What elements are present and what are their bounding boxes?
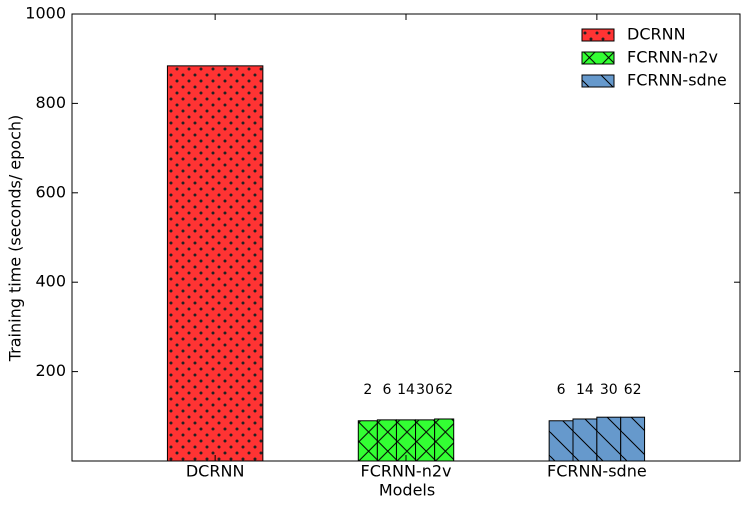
bar-hatch — [596, 417, 621, 461]
bar-hatch — [549, 420, 573, 461]
x-tick-label: DCRNN — [186, 462, 245, 481]
sub-label: 62 — [624, 382, 642, 398]
bar-hatch — [434, 418, 454, 461]
legend-hatch — [582, 52, 614, 64]
x-tick-label: FCRNN-n2v — [361, 462, 452, 481]
sub-label: 62 — [435, 382, 453, 398]
y-tick-label: 600 — [35, 182, 66, 201]
sub-label: 30 — [416, 382, 434, 398]
x-axis-label: Models — [379, 481, 435, 500]
bar-hatch — [167, 65, 263, 462]
sub-label: 6 — [382, 382, 391, 398]
legend-label: FCRNN-n2v — [627, 48, 718, 67]
bar-hatch — [358, 420, 378, 461]
legend-label: DCRNN — [627, 25, 686, 44]
bar-hatch — [415, 419, 435, 461]
bar-hatch — [396, 419, 416, 461]
y-tick-label: 1000 — [25, 4, 66, 23]
y-tick-label: 400 — [35, 272, 66, 291]
sub-label: 2 — [363, 382, 372, 398]
plot-frame — [71, 13, 741, 462]
bar-hatch — [377, 419, 397, 461]
y-tick-label: 800 — [35, 93, 66, 112]
sub-label: 14 — [576, 382, 594, 398]
legend-hatch — [582, 75, 614, 87]
bar-hatch — [573, 418, 597, 461]
y-tick-label: 200 — [35, 361, 66, 380]
sub-label: 6 — [557, 382, 566, 398]
legend-hatch — [582, 29, 614, 41]
x-tick-label: FCRNN-sdne — [547, 462, 647, 481]
sub-label: 14 — [397, 382, 415, 398]
sub-label: 30 — [600, 382, 618, 398]
bar-hatch — [620, 417, 645, 461]
legend-label: FCRNN-sdne — [627, 71, 727, 90]
y-axis-label: Training time (seconds/ epoch) — [6, 115, 25, 363]
